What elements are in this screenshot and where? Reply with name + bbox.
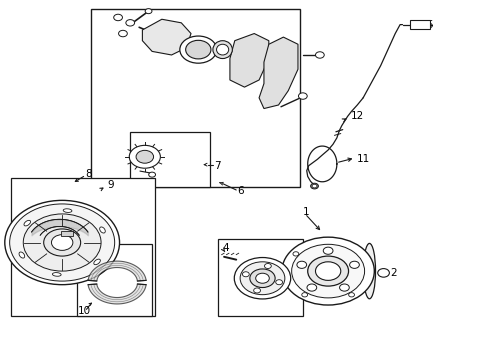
Ellipse shape: [52, 273, 61, 276]
Ellipse shape: [94, 259, 100, 265]
Circle shape: [253, 288, 260, 293]
Circle shape: [315, 52, 324, 58]
Text: 3: 3: [306, 279, 313, 289]
Text: 11: 11: [356, 154, 369, 163]
Circle shape: [296, 261, 306, 268]
Circle shape: [145, 9, 152, 14]
Circle shape: [242, 272, 249, 277]
Circle shape: [339, 284, 348, 291]
Bar: [409, 20, 429, 29]
Bar: [130, 132, 210, 187]
Bar: [91, 9, 300, 187]
Circle shape: [282, 237, 373, 305]
Circle shape: [125, 19, 134, 26]
Polygon shape: [259, 37, 297, 109]
Text: 2: 2: [389, 268, 396, 278]
Bar: [61, 231, 73, 237]
Circle shape: [306, 284, 316, 291]
Circle shape: [148, 172, 155, 177]
Circle shape: [255, 273, 269, 283]
Text: 5: 5: [425, 20, 431, 30]
Ellipse shape: [24, 220, 30, 226]
Circle shape: [301, 293, 307, 297]
Circle shape: [307, 256, 348, 286]
Circle shape: [136, 150, 153, 163]
Circle shape: [240, 262, 285, 295]
Circle shape: [349, 261, 359, 268]
Circle shape: [23, 214, 101, 271]
Circle shape: [311, 184, 316, 188]
Text: 12: 12: [350, 111, 363, 121]
Bar: [11, 178, 154, 316]
Text: 10: 10: [78, 306, 91, 316]
Text: 1: 1: [302, 207, 309, 217]
Ellipse shape: [19, 252, 24, 258]
Polygon shape: [88, 284, 146, 304]
Circle shape: [114, 14, 122, 21]
Text: 7: 7: [213, 161, 220, 171]
Circle shape: [348, 293, 354, 297]
Circle shape: [377, 269, 388, 277]
Bar: [217, 239, 302, 316]
Circle shape: [234, 257, 290, 299]
Circle shape: [180, 36, 216, 63]
Text: 8: 8: [85, 168, 91, 179]
Circle shape: [298, 93, 306, 99]
Ellipse shape: [100, 227, 105, 233]
Ellipse shape: [363, 243, 375, 299]
Circle shape: [315, 262, 340, 280]
Polygon shape: [88, 261, 146, 281]
Circle shape: [43, 229, 81, 256]
Circle shape: [292, 252, 298, 256]
Circle shape: [129, 145, 160, 168]
Circle shape: [310, 183, 318, 189]
Circle shape: [323, 247, 332, 254]
Ellipse shape: [212, 41, 232, 59]
Text: 9: 9: [107, 180, 114, 190]
Text: 6: 6: [237, 186, 244, 197]
Circle shape: [264, 264, 271, 269]
Circle shape: [185, 40, 210, 59]
Text: 4: 4: [222, 243, 228, 253]
Circle shape: [51, 235, 73, 250]
Polygon shape: [142, 19, 191, 55]
Circle shape: [157, 34, 163, 39]
Polygon shape: [229, 33, 268, 87]
Circle shape: [10, 204, 115, 281]
Ellipse shape: [216, 44, 228, 55]
Bar: [77, 244, 152, 316]
Circle shape: [249, 269, 275, 288]
Circle shape: [275, 280, 282, 285]
Circle shape: [5, 201, 119, 285]
Circle shape: [118, 30, 127, 37]
Ellipse shape: [63, 209, 72, 212]
Circle shape: [291, 244, 364, 298]
